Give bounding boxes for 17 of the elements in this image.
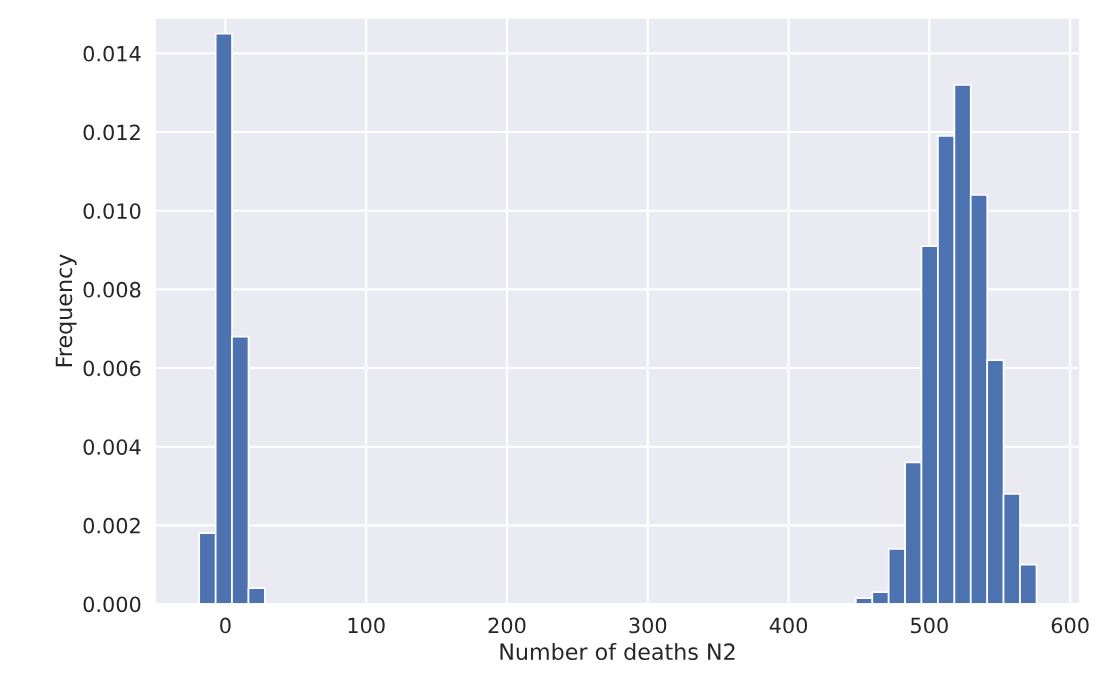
y-tick-label: 0.012 — [83, 124, 140, 141]
y-tick-label: 0.004 — [83, 439, 141, 455]
x-tick-label: 300 — [629, 617, 667, 634]
x-axis-title: Number of deaths N2 — [500, 642, 735, 661]
x-tick-label: 600 — [1051, 617, 1089, 634]
y-tick-label: 0.000 — [83, 596, 141, 613]
x-tick-label: 400 — [769, 617, 808, 634]
y-tick-label: 0.002 — [83, 517, 140, 534]
y-tick-label: 0.010 — [83, 203, 141, 219]
x-tick-label: 0 — [220, 617, 231, 634]
x-tick-label: 200 — [488, 617, 526, 634]
y-tick-label: 0.014 — [83, 45, 141, 62]
y-tick-label: 0.008 — [83, 281, 141, 298]
x-tick-label: 100 — [348, 617, 385, 634]
y-axis-title: Frequency — [55, 254, 77, 367]
x-tick-label: 500 — [911, 617, 948, 634]
y-tick-label: 0.006 — [83, 360, 141, 377]
